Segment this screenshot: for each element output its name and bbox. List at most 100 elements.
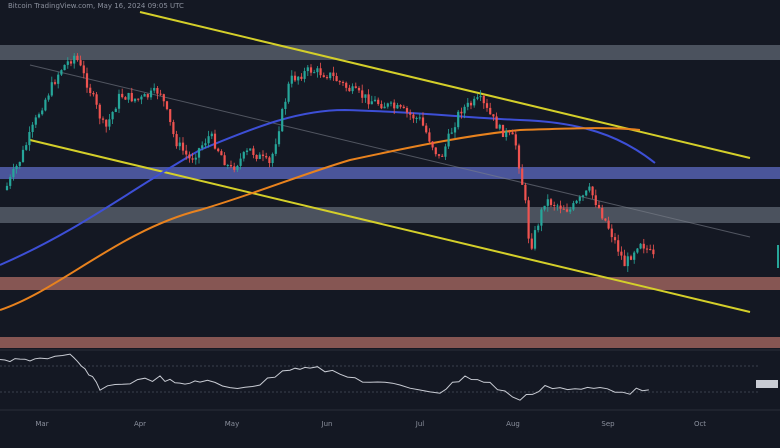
support-zone <box>0 277 780 290</box>
candle-body <box>332 72 335 77</box>
candle-body <box>341 81 345 83</box>
candle-body <box>553 205 556 207</box>
candle-body <box>252 148 255 155</box>
candle-body <box>335 76 338 82</box>
candle-body <box>511 132 514 135</box>
candle-body <box>210 133 213 137</box>
candle-body <box>95 94 98 105</box>
candle-body <box>85 73 89 88</box>
candle-body <box>370 101 373 105</box>
candle-body <box>57 74 60 84</box>
candle-body <box>274 144 277 154</box>
candle-body <box>373 99 377 102</box>
candle-body <box>642 243 645 249</box>
candle-body <box>575 200 578 204</box>
candle-body <box>188 154 191 159</box>
candle-body <box>421 117 425 126</box>
candle-body <box>181 142 185 151</box>
candles <box>5 53 655 272</box>
candle-body <box>249 148 252 151</box>
candle-body <box>386 103 389 107</box>
candle-body <box>300 76 303 79</box>
candle-body <box>165 101 169 110</box>
rsi-line <box>0 353 649 401</box>
candle-body <box>562 208 565 210</box>
candle-body <box>466 102 469 107</box>
candle-body <box>37 114 41 118</box>
candle-body <box>9 177 12 186</box>
candle-body <box>127 92 130 100</box>
candle-body <box>201 145 204 149</box>
candle-body <box>114 108 117 112</box>
candle-body <box>140 96 143 100</box>
candle-body <box>613 237 617 241</box>
candle-body <box>457 111 460 128</box>
resistance-zone <box>0 207 780 223</box>
candle-body <box>69 61 73 64</box>
candle-body <box>354 86 357 88</box>
candle-body <box>649 249 652 251</box>
candle-body <box>98 104 101 119</box>
candle-body <box>351 86 354 92</box>
moving-average <box>0 127 641 311</box>
candle-body <box>405 108 409 113</box>
candle-body <box>284 101 287 110</box>
candle-body <box>313 72 316 74</box>
candle-body <box>367 94 370 105</box>
candle-body <box>594 195 597 206</box>
candle-body <box>268 157 271 164</box>
candle-body <box>319 68 322 76</box>
candle-body <box>239 158 242 166</box>
candle-body <box>591 186 594 196</box>
rsi-price-tag <box>756 380 778 388</box>
candle-body <box>329 72 332 79</box>
x-axis: Mar Apr May Jun Jul Aug Sep Oct <box>35 420 706 428</box>
candle-body <box>604 218 607 221</box>
candle-body <box>223 155 226 166</box>
candle-body <box>245 150 249 153</box>
candle-body <box>287 83 290 102</box>
candle-body <box>639 243 642 249</box>
candle-body <box>357 87 361 91</box>
candle-body <box>162 94 165 102</box>
x-tick-label: Jun <box>321 420 333 428</box>
candle-body <box>415 117 418 119</box>
candle-body <box>50 82 53 96</box>
candle-body <box>460 111 463 114</box>
candle-body <box>242 152 245 159</box>
candle-body <box>178 142 181 147</box>
candle-body <box>540 209 543 226</box>
candle-body <box>623 255 626 267</box>
candle-body <box>290 75 293 84</box>
candle-body <box>117 93 121 109</box>
candle-body <box>105 119 108 127</box>
candle-body <box>565 209 569 212</box>
candle-body <box>508 131 511 133</box>
candle-body <box>137 98 140 100</box>
candle-body <box>585 190 588 196</box>
candle-body <box>431 141 434 148</box>
support-zone <box>0 337 780 348</box>
candle-body <box>197 148 201 158</box>
candle-body <box>383 106 386 109</box>
candle-body <box>277 131 281 145</box>
candle-body <box>121 93 124 98</box>
candle-body <box>5 185 9 190</box>
candle-body <box>527 200 530 239</box>
candle-body <box>447 133 450 147</box>
candle-body <box>233 166 236 170</box>
candle-body <box>204 143 207 146</box>
candle-body <box>34 117 37 125</box>
candle-body <box>153 87 156 91</box>
candle-body <box>610 228 613 238</box>
candle-body <box>297 76 300 81</box>
candle-body <box>629 256 633 260</box>
candle-body <box>588 186 591 191</box>
candle-body <box>450 132 453 134</box>
candle-body <box>18 161 21 166</box>
candle-body <box>322 75 325 78</box>
candle-body <box>597 205 601 209</box>
candle-body <box>229 165 233 167</box>
candle-body <box>364 94 367 98</box>
